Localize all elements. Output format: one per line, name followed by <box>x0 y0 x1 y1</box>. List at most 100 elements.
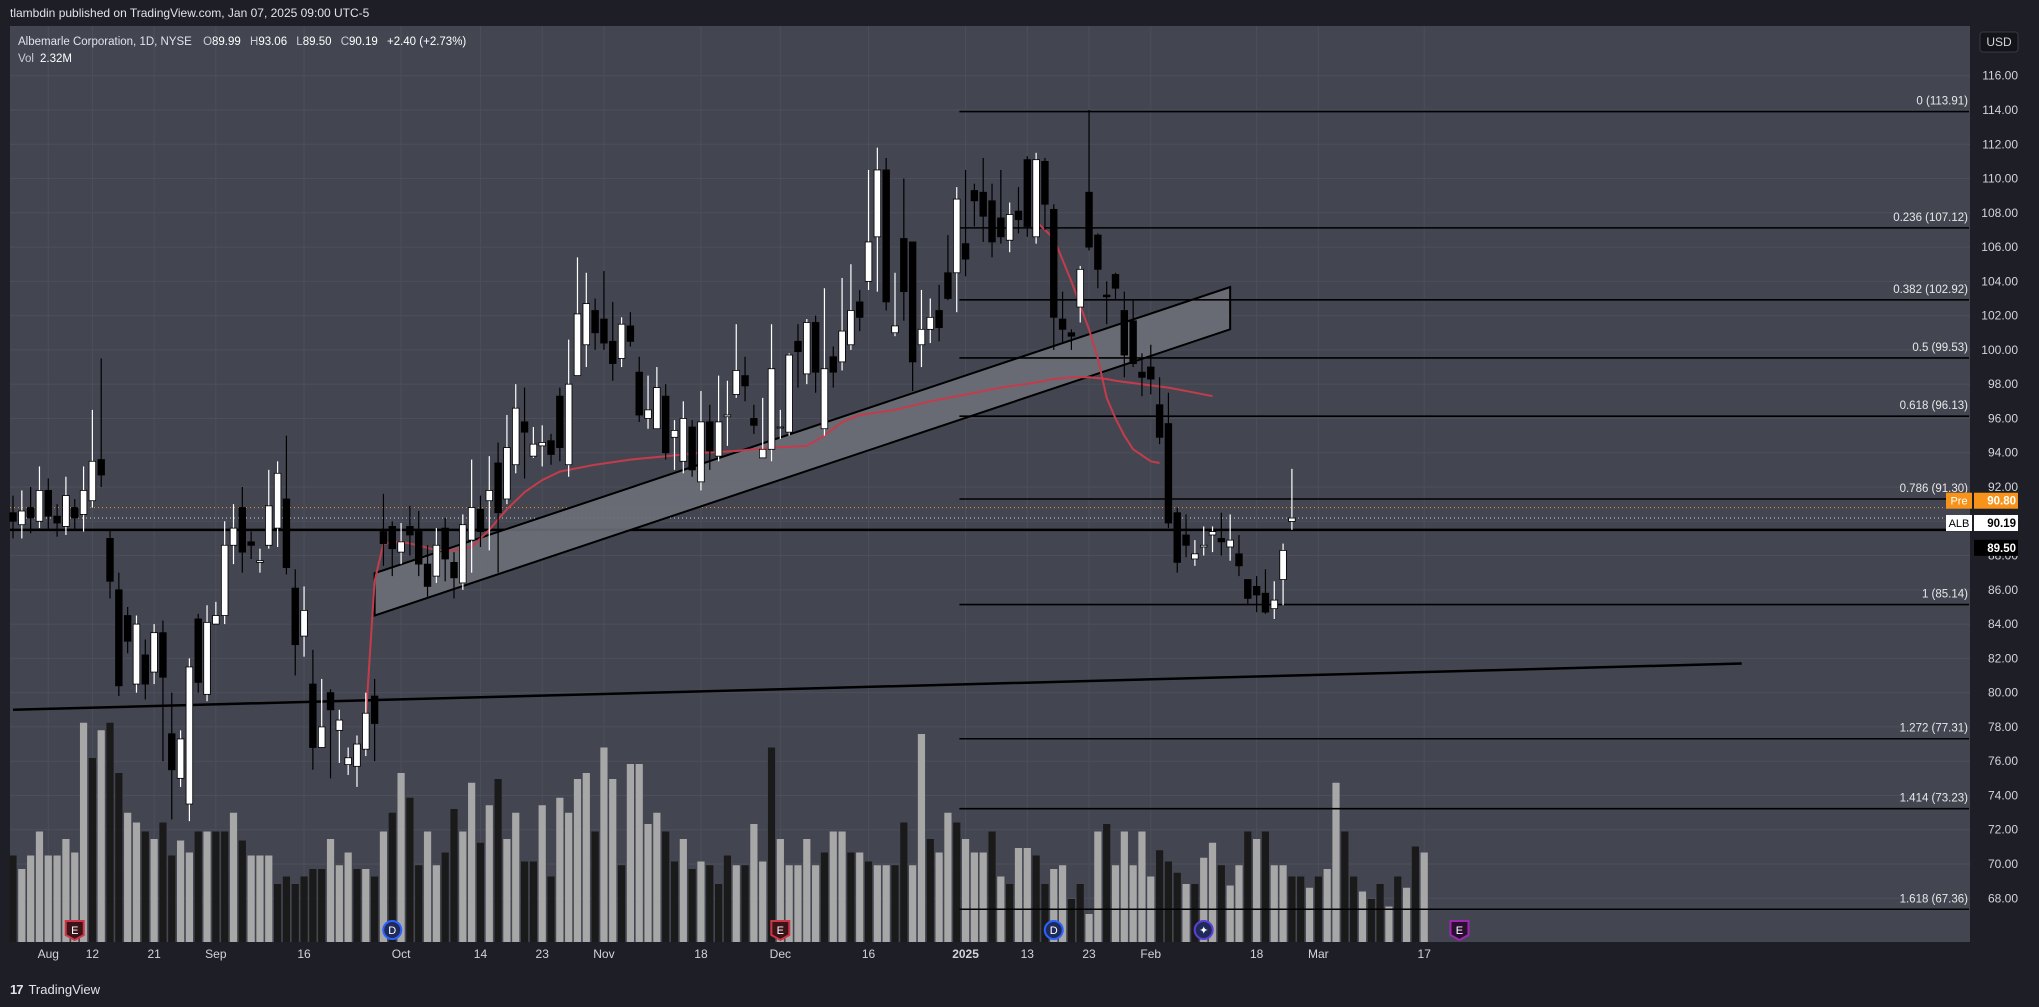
volume-bar <box>371 876 379 944</box>
brand-name: TradingView <box>28 982 101 997</box>
fibonacci-levels[interactable]: 0 (113.91) 0.236 (107.12) 0.382 (102.92) 0.… <box>959 96 1969 911</box>
candle-body <box>582 303 590 346</box>
split-marker-icon[interactable] <box>1193 920 1214 940</box>
chart-area[interactable]: 0 (113.91) 0.236 (107.12) 0.382 (102.92) 0.… <box>0 26 2039 974</box>
currency-badge[interactable]: USD <box>1979 31 2019 53</box>
dividend-marker-icon[interactable] <box>382 920 403 940</box>
volume-bar <box>1323 869 1331 944</box>
candle-body <box>291 587 299 646</box>
candle-body <box>538 442 546 447</box>
volume-bar <box>1402 887 1411 944</box>
trend-support-line[interactable] <box>12 662 1742 712</box>
candle-body <box>212 615 220 625</box>
volume-bar <box>1050 869 1058 944</box>
fib-level-label: 0.618 (96.13) <box>1900 400 1969 412</box>
candle-body <box>1120 310 1129 356</box>
volume-bar <box>538 805 546 944</box>
volume-bar <box>459 831 467 944</box>
volume-bar <box>1067 899 1075 944</box>
open-value: 89.99 <box>212 36 241 48</box>
volume-bar <box>617 865 626 944</box>
volume-bar <box>1235 865 1243 944</box>
candle-body <box>1023 159 1031 227</box>
time-axis[interactable]: Aug 12 21 Sep 16 Oct 14 23 Nov 18 Dec 16 2025 13 23 Feb… <box>0 942 2039 974</box>
candle-body <box>573 313 582 377</box>
grid-lines <box>10 26 1970 942</box>
price-tick-label: 112.00 <box>1982 137 2018 151</box>
volume-row: Vol 2.32M <box>18 51 466 68</box>
candle-body <box>1200 544 1208 548</box>
time-tick-label: Feb <box>1140 947 1161 961</box>
time-tick-label: Oct <box>392 947 411 961</box>
candle-body <box>1005 214 1014 241</box>
volume-bar <box>388 812 396 944</box>
volume-bar <box>1367 899 1375 944</box>
candle-body <box>1076 268 1084 308</box>
volume-bar <box>476 842 485 944</box>
candle-body <box>723 414 732 418</box>
volume-bar <box>1041 884 1049 944</box>
volume-bar <box>432 865 440 944</box>
high-label: H <box>250 36 259 48</box>
price-tick-label: 104.00 <box>1981 274 2018 288</box>
volume-bar <box>626 764 634 944</box>
future_earnings-marker-icon[interactable] <box>1449 920 1470 942</box>
candle-body <box>970 190 979 202</box>
candle-body <box>997 217 1005 238</box>
candle-body <box>317 726 326 748</box>
volume-bar <box>1173 872 1181 944</box>
currency-badge-box <box>1979 31 2019 53</box>
tradingview-logo[interactable]: 17 TradingView <box>10 982 100 997</box>
dividend-marker-icon[interactable] <box>1043 920 1064 940</box>
earnings-marker-icon[interactable] <box>770 920 791 942</box>
candle-body <box>1182 534 1190 546</box>
fib-level-label: 0.382 (102.92) <box>1893 284 1968 296</box>
tradingview-logo-icon: 17 <box>10 982 24 997</box>
price-tick-label: 92.00 <box>1988 480 2018 494</box>
candle-body <box>873 169 882 238</box>
volume-bar <box>662 831 670 944</box>
pre-price-tag-value: 90.80 <box>1987 496 2016 508</box>
price-tick-label: 116.00 <box>1982 69 2018 83</box>
candle-body <box>564 383 573 466</box>
candle-body <box>106 538 114 582</box>
candle-body <box>626 325 635 342</box>
candle-body <box>838 330 846 363</box>
change-value: +2.40 (+2.73%) <box>386 36 467 48</box>
candle-body <box>503 447 511 500</box>
volume-bar <box>326 839 335 944</box>
volume-bar <box>1270 865 1278 944</box>
candle-body <box>1138 371 1146 378</box>
volume-bar <box>1394 876 1402 944</box>
candle-body <box>882 169 890 303</box>
volume-bar <box>723 855 732 944</box>
candle-body <box>432 544 441 577</box>
event-markers[interactable]: E D E D ✦ E <box>64 920 1470 942</box>
volume-bar <box>9 855 17 944</box>
price-tick-label: 106.00 <box>1981 240 2018 254</box>
volume-bar <box>229 812 238 944</box>
volume-bar <box>1226 885 1234 944</box>
fib-level-label: 0.786 (91.30) <box>1900 483 1969 495</box>
price-tick-label: 72.00 <box>1988 823 2018 837</box>
candle-body <box>467 507 476 541</box>
volume-bar <box>1350 876 1358 944</box>
candle-body <box>44 490 52 517</box>
candle-body <box>88 460 97 502</box>
candle-body <box>247 541 255 546</box>
price-tick-label: 70.00 <box>1988 857 2018 871</box>
event-marker-label: E <box>1456 925 1463 937</box>
volume-bars <box>9 722 1428 944</box>
candle-body <box>1085 191 1093 248</box>
volume-bar <box>635 764 643 944</box>
volume-bar <box>1103 824 1111 944</box>
price-tick-label: 96.00 <box>1988 411 2018 425</box>
candlestick-chart[interactable]: 0 (113.91) 0.236 (107.12) 0.382 (102.92) 0.… <box>0 26 2039 974</box>
volume-bar <box>838 831 846 944</box>
price-tick-label: 100.00 <box>1981 343 2018 357</box>
candles <box>9 109 1296 822</box>
price-axis[interactable]: 116.00 114.00 112.00 110.00 108.00 106.00 104.… <box>1970 26 2039 942</box>
volume-bar <box>221 831 229 944</box>
volume-bar <box>759 861 767 944</box>
earnings-marker-icon[interactable] <box>64 920 85 942</box>
